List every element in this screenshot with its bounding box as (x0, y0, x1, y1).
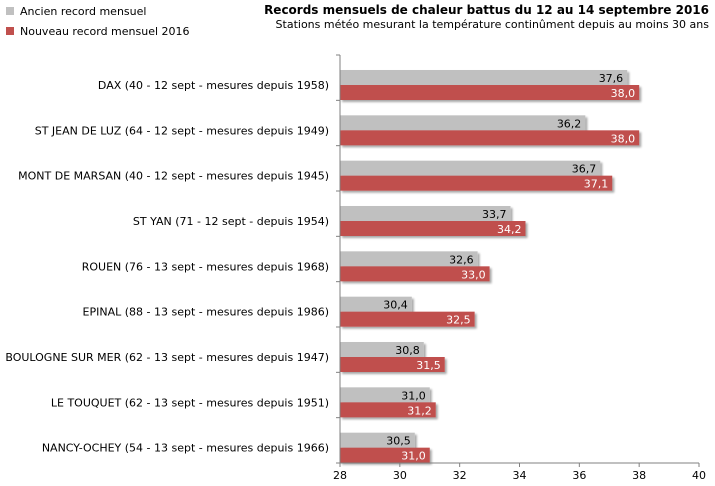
category-label: ST YAN (71 - 12 sept - depuis 1954) (133, 215, 329, 228)
data-label-old: 36,2 (557, 117, 582, 130)
data-label-new: 38,0 (611, 132, 636, 145)
x-tick-label: 30 (393, 469, 407, 482)
data-label-new: 31,2 (407, 404, 432, 417)
data-label-new: 31,0 (401, 450, 426, 463)
bar-old-record (340, 115, 586, 131)
category-label: ROUEN (76 - 13 sept - mesures depuis 196… (82, 260, 329, 273)
legend-swatch-old (6, 7, 14, 15)
data-label-old: 31,0 (401, 389, 426, 402)
data-label-old: 30,4 (383, 299, 408, 312)
category-label: LE TOUQUET (62 - 13 sept - mesures depui… (51, 396, 329, 409)
legend-swatch-new (6, 27, 14, 35)
bar-new-record (340, 402, 436, 418)
bar-old-record (340, 342, 424, 357)
bar-new-record (340, 357, 445, 372)
category-label: DAX (40 - 12 sept - mesures depuis 1958) (98, 79, 329, 92)
category-label: EPINAL (88 - 13 sept - mesures depuis 19… (83, 306, 329, 319)
data-label-new: 37,1 (584, 178, 609, 191)
bar-old-record (340, 251, 478, 267)
data-label-new: 34,2 (497, 223, 522, 236)
x-tick-label: 38 (632, 469, 646, 482)
category-label: ST JEAN DE LUZ (64 - 12 sept - mesures d… (35, 124, 329, 137)
bar-new-record (340, 175, 613, 191)
x-tick-label: 34 (513, 469, 527, 482)
x-tick-label: 36 (572, 469, 586, 482)
data-label-old: 37,6 (599, 72, 624, 85)
data-label-new: 33,0 (461, 268, 486, 281)
legend-label-old: Ancien record mensuel (20, 5, 146, 18)
data-label-old: 30,8 (395, 344, 420, 357)
bar-new-record (340, 266, 490, 282)
bar-new-record (340, 85, 640, 100)
category-labels: DAX (40 - 12 sept - mesures depuis 1958)… (5, 79, 329, 455)
data-label-new: 38,0 (611, 87, 636, 100)
bar-old-record (340, 296, 412, 312)
plot-area: 37,6 38,0 36,2 38,0 36,7 37,1 33,7 34,2 32,6 33,0… (340, 70, 640, 463)
chart-subtitle: Stations météo mesurant la température c… (276, 18, 710, 31)
x-tick-label: 32 (453, 469, 467, 482)
chart-title: Records mensuels de chaleur battus du 12… (264, 3, 709, 17)
legend: Ancien record mensuel Nouveau record men… (6, 5, 190, 38)
data-label-old: 36,7 (572, 163, 597, 176)
x-tick-label: 40 (692, 469, 706, 482)
category-label: MONT DE MARSAN (40 - 12 sept - mesures d… (18, 170, 329, 183)
bar-old-record (340, 387, 430, 403)
data-label-old: 30,5 (386, 435, 411, 448)
data-label-old: 33,7 (482, 208, 507, 221)
bar-old-record (340, 432, 415, 448)
bar-old-record (340, 206, 511, 221)
data-label-old: 32,6 (449, 253, 474, 266)
bar-new-record (340, 130, 640, 146)
data-label-new: 31,5 (416, 359, 441, 372)
data-label-new: 32,5 (446, 314, 471, 327)
bar-new-record (340, 311, 475, 327)
category-label: NANCY-OCHEY (54 - 13 sept - mesures depu… (42, 442, 329, 455)
bar-new-record (340, 221, 526, 236)
bar-new-record (340, 447, 430, 463)
bar-old-record (340, 160, 601, 176)
bar-old-record (340, 70, 628, 85)
x-axis: 28 30 32 34 36 38 40 (333, 54, 706, 482)
legend-label-new: Nouveau record mensuel 2016 (20, 25, 190, 38)
x-tick-label: 28 (333, 469, 347, 482)
category-label: BOULOGNE SUR MER (62 - 13 sept - mesures… (5, 351, 329, 364)
